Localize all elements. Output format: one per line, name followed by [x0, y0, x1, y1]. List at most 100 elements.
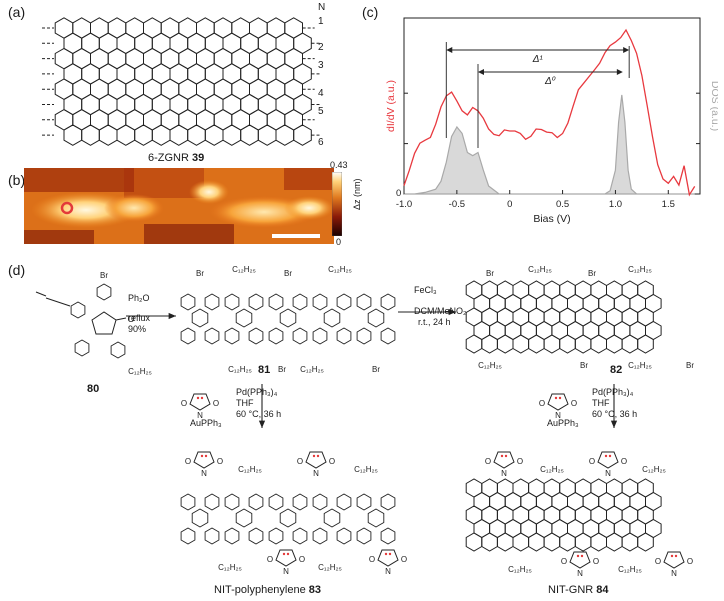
nit-group-84d [663, 551, 685, 569]
compound-83-number: 83 [308, 584, 322, 596]
benzene-ring [279, 508, 297, 528]
nit-group-84c [569, 551, 591, 569]
substituent-label: N [313, 469, 319, 478]
substituent-label: N [283, 567, 289, 576]
substituent-label: C₁₂H₂₅ [508, 565, 532, 574]
benzene-ring [110, 341, 126, 359]
substituent-label: C₁₂H₂₅ [618, 565, 642, 574]
benzene-ring [268, 327, 284, 345]
substituent-label: O [267, 555, 273, 564]
substituent-label: O [687, 557, 693, 566]
step3b-solvent: THF [592, 398, 610, 408]
stm-image [24, 168, 334, 244]
substituent-label: C₁₂H₂₅ [238, 465, 262, 474]
substituent-label: Br [196, 269, 204, 278]
n-label: N [318, 2, 326, 13]
substituent-label: O [561, 557, 567, 566]
benzene-ring [312, 293, 328, 311]
nit-group-83c [275, 549, 297, 567]
colorbar-unit: Δz (nm) [352, 178, 362, 210]
x-tick-label: 1.5 [662, 199, 675, 210]
x-tick-label: -0.5 [449, 199, 465, 210]
benzene-ring [380, 527, 396, 545]
benzene-ring [74, 339, 90, 357]
substituent-label: O [655, 557, 661, 566]
nit-group-83b [305, 451, 327, 469]
compound-83-name: NIT-polyphenylene [214, 584, 306, 596]
substituent-label: C₁₂H₂₅ [628, 265, 652, 274]
nit-group-83d [377, 549, 399, 567]
row-number-4: 4 [318, 88, 324, 99]
zgnr-lattice [54, 17, 312, 146]
benzene-ring [356, 493, 372, 511]
nit-reagent-a [189, 393, 211, 411]
substituent-label: Br [372, 365, 380, 374]
benzene-ring [180, 493, 196, 511]
zgnr-structure [42, 17, 320, 146]
benzene-ring [312, 493, 328, 511]
compound-83-caption: NIT-polyphenylene 83 [214, 584, 321, 596]
step3b-reagent: Pd(PPh₃)₄ [592, 387, 634, 397]
row-number-3: 3 [318, 60, 324, 71]
y-tick-zero: 0 [396, 188, 401, 199]
benzene-ring [96, 283, 112, 301]
substituent-label: O [217, 457, 223, 466]
benzene-ring [336, 327, 352, 345]
y-axis-label-left: dI/dV (a.u.) [385, 80, 397, 132]
compound-84-number: 84 [596, 584, 609, 596]
benzene-ring [367, 308, 385, 328]
benzene-ring [191, 308, 209, 328]
compound-84-caption: NIT-GNR 84 [548, 584, 609, 596]
benzene-ring [380, 493, 396, 511]
step2-reagent: FeCl₃ [414, 285, 437, 295]
benzene-ring [224, 327, 240, 345]
y-axis-label-right: DOS (a.u.) [709, 81, 718, 131]
substituent-label: C₁₂H₂₅ [642, 465, 666, 474]
benzene-ring [191, 508, 209, 528]
benzene-ring [336, 293, 352, 311]
step2-solvent: DCM/MeNO₂ [414, 306, 467, 316]
substituent-label: Br [100, 271, 108, 280]
panel-b-label: (b) [8, 172, 26, 188]
benzene-ring [279, 308, 297, 328]
benzene-ring [235, 508, 253, 528]
substituent-label: N [385, 567, 391, 576]
substituent-label: C₁₂H₂₅ [128, 367, 152, 376]
step3a-condition: 60 °C, 36 h [236, 409, 282, 419]
benzene-ring [312, 327, 328, 345]
compound-84-structure [465, 478, 662, 552]
x-tick-label: 0.5 [556, 199, 569, 210]
benzene-ring [356, 527, 372, 545]
scale-bar [272, 234, 320, 238]
step2-condition: r.t., 24 h [418, 317, 451, 327]
synthesis-scheme: O Br C₁₂H₂₅ Br C₁₂H₂₅ Br C₁₂H₂₅ C₁₂H₂₅ Br C₁₂H₂₅ B… [35, 265, 694, 578]
substituent-label: N [555, 411, 561, 420]
benzene-ring [292, 293, 308, 311]
x-tick-label: 0 [507, 199, 512, 210]
substituent-label: O [589, 457, 595, 466]
benzene-ring [180, 293, 196, 311]
cyclopentadienone-ring [91, 311, 117, 335]
nit-reagent-b [547, 393, 569, 411]
compound-84-name: NIT-GNR [548, 584, 594, 596]
step3a-solvent: THF [236, 398, 254, 408]
substituent-label: C₁₂H₂₅ [478, 361, 502, 370]
row-number-2: 2 [318, 42, 324, 53]
benzene-ring [180, 327, 196, 345]
substituent-label: O [517, 457, 523, 466]
panel-d-label: (d) [8, 262, 26, 278]
substituent-label: Br [588, 269, 596, 278]
benzene-ring [380, 327, 396, 345]
panel-c-label: (c) [362, 4, 379, 20]
compound-82-structure [465, 280, 662, 354]
step3a-conditions: Pd(PPh₃)₄ THF 60 °C, 36 h [236, 387, 281, 420]
substituent-label: C₁₂H₂₅ [228, 365, 252, 374]
benzene-ring [204, 527, 220, 545]
colorbar-min: 0 [336, 237, 342, 247]
panel-a-label: (a) [8, 4, 26, 20]
benzene-ring [248, 527, 264, 545]
delta-label: Δ⁰ [544, 76, 556, 87]
substituent-label: C₁₂H₂₅ [354, 465, 378, 474]
row-number-5: 5 [318, 106, 324, 117]
substituent-label: Br [284, 269, 292, 278]
